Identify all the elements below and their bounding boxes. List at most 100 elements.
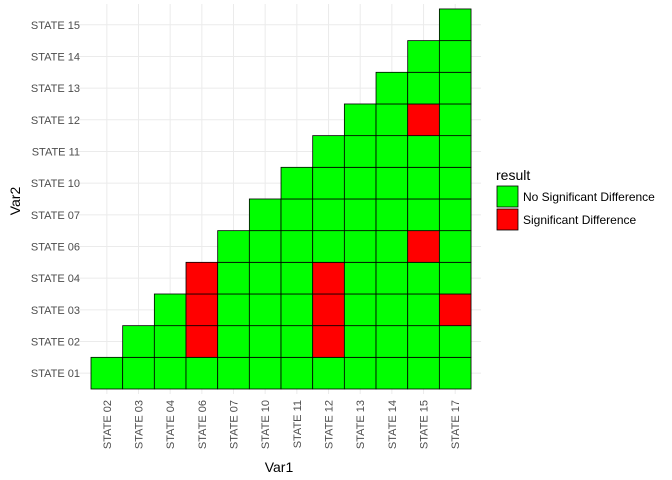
heatmap-cell: [280, 356, 314, 390]
heatmap-cell: [407, 293, 440, 327]
heatmap-cells: [90, 8, 472, 390]
x-tick-label: STATE 10: [260, 400, 272, 449]
heatmap-cell: [343, 325, 377, 358]
y-tick-label: STATE 12: [31, 115, 80, 127]
y-tick-label: STATE 04: [31, 273, 80, 285]
heatmap-cell: [185, 325, 219, 358]
heatmap-cell: [312, 356, 345, 390]
legend-key: [496, 185, 519, 208]
x-tick-label: STATE 14: [387, 400, 399, 449]
y-tick-label: STATE 07: [31, 210, 80, 222]
x-tick-label: STATE 06: [197, 400, 209, 449]
heatmap-cell: [438, 103, 472, 137]
heatmap-cell: [375, 166, 409, 200]
heatmap-cell: [312, 135, 345, 168]
heatmap-cell: [375, 103, 409, 137]
heatmap-cell: [312, 325, 345, 358]
heatmap-cell: [280, 293, 314, 327]
legend-title: result: [496, 167, 530, 183]
heatmap-cell: [280, 198, 314, 232]
legend-label: No Significant Difference: [523, 190, 655, 204]
heatmap-cell: [438, 198, 472, 232]
y-tick-label: STATE 03: [31, 305, 80, 317]
heatmap-cell: [312, 293, 345, 327]
x-tick-labels: STATE 02 STATE 03 STATE 04 STATE 06 STATE 07…: [102, 400, 462, 449]
heatmap-cell: [248, 356, 282, 390]
heatmap-cell: [122, 325, 155, 358]
heatmap-cell: [407, 103, 440, 137]
heatmap-cell: [438, 71, 472, 105]
heatmap-cell: [343, 356, 377, 390]
heatmap-cell: [217, 325, 250, 358]
heatmap-cell: [312, 166, 345, 200]
heatmap-cell: [438, 325, 472, 358]
y-tick-labels: STATE 01 STATE 02 STATE 03 STATE 04 STATE 06…: [31, 20, 80, 380]
heatmap-cell: [343, 293, 377, 327]
heatmap-cell: [375, 71, 409, 105]
heatmap-cell: [185, 261, 219, 295]
legend: result No Significant Difference Signific…: [496, 167, 655, 231]
heatmap-cell: [122, 356, 155, 390]
heatmap-cell: [280, 166, 314, 200]
heatmap-cell: [343, 135, 377, 168]
heatmap-cell: [248, 198, 282, 232]
heatmap-cell: [280, 261, 314, 295]
heatmap-cell: [407, 325, 440, 358]
heatmap-cell: [438, 166, 472, 200]
heatmap-cell: [407, 71, 440, 105]
y-tick-label: STATE 13: [31, 83, 80, 95]
heatmap-cell: [217, 261, 250, 295]
heatmap-cell: [343, 166, 377, 200]
heatmap-cell: [248, 293, 282, 327]
y-tick-label: STATE 15: [31, 20, 80, 32]
y-tick-label: STATE 01: [31, 368, 80, 380]
heatmap-cell: [438, 356, 472, 390]
heatmap-cell: [343, 230, 377, 263]
heatmap-cell: [375, 293, 409, 327]
heatmap-cell: [407, 40, 440, 73]
heatmap-cell: [407, 135, 440, 168]
heatmap-cell: [438, 293, 472, 327]
heatmap-cell: [217, 230, 250, 263]
x-tick-label: STATE 12: [324, 400, 336, 449]
heatmap-cell: [90, 356, 124, 390]
heatmap-cell: [375, 261, 409, 295]
heatmap-cell: [248, 230, 282, 263]
y-tick-label: STATE 10: [31, 178, 80, 190]
legend-key: [496, 208, 519, 231]
heatmap-cell: [343, 261, 377, 295]
x-tick-label: STATE 04: [165, 400, 177, 449]
x-axis-title: Var1: [265, 459, 294, 475]
heatmap-cell: [217, 356, 250, 390]
heatmap-cell: [153, 325, 187, 358]
heatmap-cell: [343, 198, 377, 232]
heatmap-cell: [312, 261, 345, 295]
heatmap-cell: [185, 356, 219, 390]
heatmap-cell: [407, 230, 440, 263]
legend-label: Significant Difference: [523, 213, 637, 227]
heatmap-cell: [375, 230, 409, 263]
heatmap-cell: [280, 230, 314, 263]
y-tick-label: STATE 06: [31, 241, 80, 253]
heatmap-cell: [153, 293, 187, 327]
y-tick-label: STATE 11: [32, 146, 80, 158]
x-tick-label: STATE 11: [292, 400, 304, 448]
y-tick-label: STATE 14: [31, 51, 80, 63]
heatmap-cell: [375, 198, 409, 232]
x-tick-label: STATE 15: [419, 400, 431, 449]
x-tick-label: STATE 17: [450, 400, 462, 449]
heatmap-cell: [438, 230, 472, 263]
x-tick-label: STATE 07: [229, 400, 241, 449]
heatmap-cell: [438, 261, 472, 295]
heatmap-cell: [312, 230, 345, 263]
heatmap-cell: [248, 325, 282, 358]
x-tick-label: STATE 13: [355, 400, 367, 449]
heatmap-cell: [407, 261, 440, 295]
heatmap-cell: [438, 8, 472, 42]
heatmap-cell: [407, 356, 440, 390]
y-axis-title: Var2: [7, 187, 23, 216]
heatmap-cell: [438, 135, 472, 168]
heatmap-cell: [407, 166, 440, 200]
heatmap-cell: [343, 103, 377, 137]
